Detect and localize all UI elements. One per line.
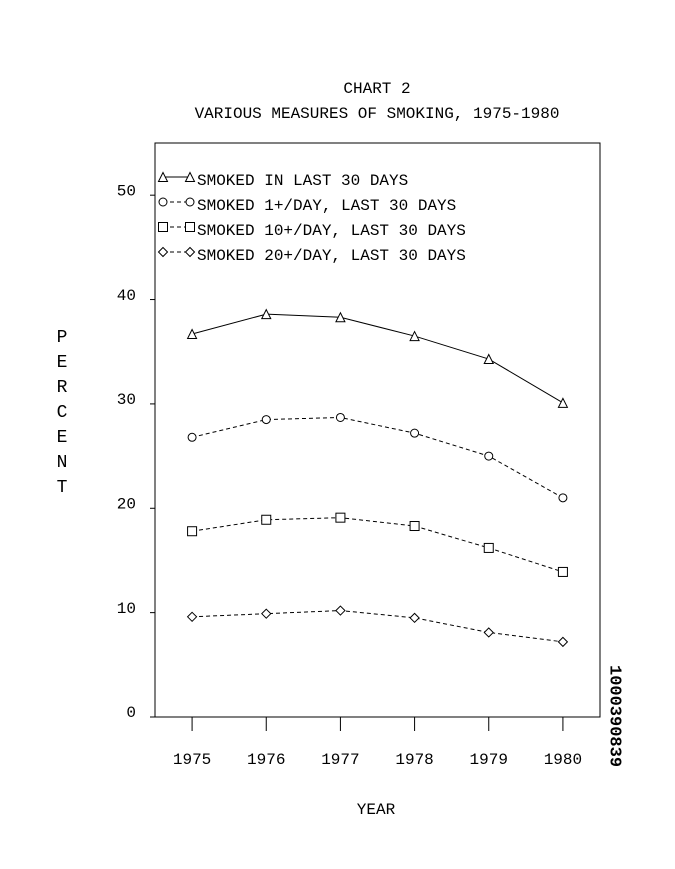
y-tick-label: 50 xyxy=(117,182,136,200)
legend-marker xyxy=(157,171,169,182)
x-tick-label: 1977 xyxy=(321,751,359,769)
legend-marker xyxy=(185,197,195,207)
series-line xyxy=(191,313,564,404)
y-tick-label: 40 xyxy=(117,287,136,305)
x-axis-label: YEAR xyxy=(357,801,396,819)
series-line xyxy=(192,517,564,573)
side-annotation: 1000390839 xyxy=(605,665,624,767)
y-axis-label: PERCENT xyxy=(52,328,72,503)
legend-marker xyxy=(158,222,168,232)
plot-frame xyxy=(154,142,601,718)
marker xyxy=(410,428,420,438)
marker xyxy=(409,521,420,532)
series-line xyxy=(192,610,563,643)
marker xyxy=(483,353,495,365)
legend-label: SMOKED IN LAST 30 DAYS xyxy=(197,172,408,190)
marker xyxy=(186,611,198,623)
legend-marker xyxy=(184,171,196,182)
marker xyxy=(187,432,197,442)
marker xyxy=(483,542,494,553)
marker xyxy=(335,605,346,616)
marker xyxy=(261,514,272,525)
y-tick-label: 30 xyxy=(117,391,136,409)
x-tick-label: 1978 xyxy=(395,751,433,769)
legend-marker xyxy=(185,222,195,232)
marker xyxy=(409,612,420,624)
x-tick-label: 1976 xyxy=(247,751,285,769)
legend-label: SMOKED 1+/DAY, LAST 30 DAYS xyxy=(197,197,456,215)
chart-title: CHART 2 xyxy=(343,80,410,98)
marker xyxy=(261,415,271,425)
chart-subtitle: VARIOUS MEASURES OF SMOKING, 1975-1980 xyxy=(195,105,560,123)
marker xyxy=(557,566,568,577)
y-tick-label: 0 xyxy=(126,704,136,722)
legend-marker xyxy=(158,197,168,207)
marker xyxy=(335,512,346,523)
marker xyxy=(557,636,569,648)
marker xyxy=(409,330,420,342)
marker xyxy=(187,526,198,537)
marker xyxy=(335,412,345,422)
y-tick-label: 10 xyxy=(117,600,136,618)
legend-label: SMOKED 10+/DAY, LAST 30 DAYS xyxy=(197,222,466,240)
x-tick-label: 1980 xyxy=(544,751,582,769)
marker xyxy=(484,451,494,461)
marker xyxy=(335,311,346,323)
marker xyxy=(260,308,272,320)
y-tick-label: 20 xyxy=(117,495,136,513)
x-tick-label: 1975 xyxy=(173,751,211,769)
marker xyxy=(558,493,568,503)
legend-marker xyxy=(157,246,169,258)
legend-label: SMOKED 20+/DAY, LAST 30 DAYS xyxy=(197,247,466,265)
marker xyxy=(557,397,569,408)
legend-marker xyxy=(184,246,196,258)
marker xyxy=(186,328,198,339)
marker xyxy=(261,608,272,619)
series-line xyxy=(191,416,564,499)
marker xyxy=(483,627,494,638)
x-tick-label: 1979 xyxy=(470,751,508,769)
